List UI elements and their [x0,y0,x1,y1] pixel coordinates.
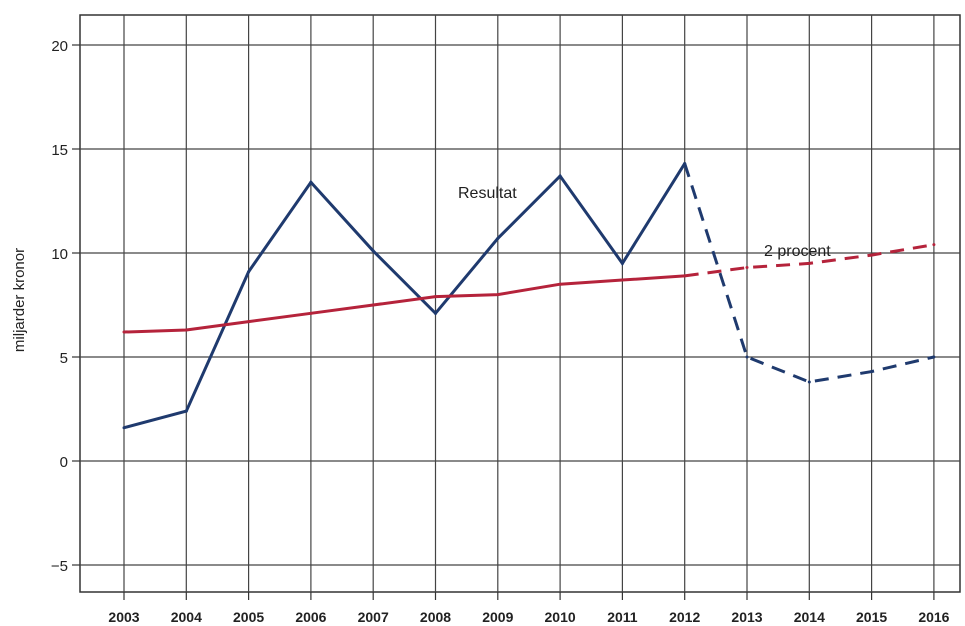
data-point-resultat [247,270,251,274]
data-point-resultat [932,355,936,359]
data-point-resultat [870,370,874,374]
data-point-2-procent [870,253,874,257]
data-point-2-procent [558,282,562,286]
x-tick-label: 2015 [856,609,887,625]
data-point-resultat [496,236,500,240]
x-tick-label: 2007 [358,609,389,625]
x-tick-label: 2010 [545,609,576,625]
grid-lines [80,15,960,592]
y-axis-title: miljarder kronor [11,248,28,352]
data-point-2-procent [247,320,251,324]
x-tick-label: 2012 [669,609,700,625]
data-point-2-procent [184,328,188,332]
y-tick-label: 15 [51,142,68,159]
data-point-resultat [683,162,687,166]
data-point-2-procent [932,243,936,247]
data-point-resultat [807,380,811,384]
data-point-2-procent [745,266,749,270]
x-axis-ticks: 2003 2004 2005 2006 2007 2008 2009 2010 2011 2012… [108,592,950,625]
data-point-resultat [371,249,375,253]
x-tick-label: 2011 [607,609,638,625]
data-point-resultat [309,180,313,184]
x-tick-label: 2006 [295,609,326,625]
data-point-2-procent [683,274,687,278]
y-tick-label: 5 [60,350,68,367]
x-tick-label: 2004 [171,609,202,625]
data-point-2-procent [309,311,313,315]
data-point-2-procent [371,303,375,307]
data-point-2-procent [620,278,624,282]
data-point-resultat [745,355,749,359]
data-point-resultat [122,426,126,430]
series-line-resultat [123,162,686,430]
data-point-resultat [434,311,437,315]
plot-frame [79,14,961,593]
x-tick-label: 2003 [108,609,139,625]
y-tick-label: −5 [51,558,68,575]
data-point-2-procent [434,295,437,299]
series-line-2-procent [123,274,685,334]
x-tick-label: 2013 [731,609,762,625]
data-point-resultat [620,261,624,265]
data-point-2-procent [496,293,500,297]
y-tick-label: 0 [60,454,68,471]
data-point-resultat [184,409,188,413]
data-point-2-procent [122,330,126,334]
data-point-2-procent [807,261,811,265]
series-layer [122,162,936,430]
x-tick-label: 2016 [918,609,949,625]
annotation-2-procent: 2 procent [764,243,831,260]
y-tick-label: 20 [51,38,68,55]
series-line-resultat-forecast [683,163,935,384]
data-point-resultat [558,174,562,178]
x-tick-label: 2009 [482,609,513,625]
y-axis-ticks: 20 15 10 5 0 −5 [51,38,80,575]
x-tick-label: 2014 [794,609,825,625]
y-tick-label: 10 [51,246,68,263]
x-tick-label: 2005 [233,609,264,625]
annotation-resultat: Resultat [458,185,517,202]
x-tick-label: 2008 [420,609,451,625]
